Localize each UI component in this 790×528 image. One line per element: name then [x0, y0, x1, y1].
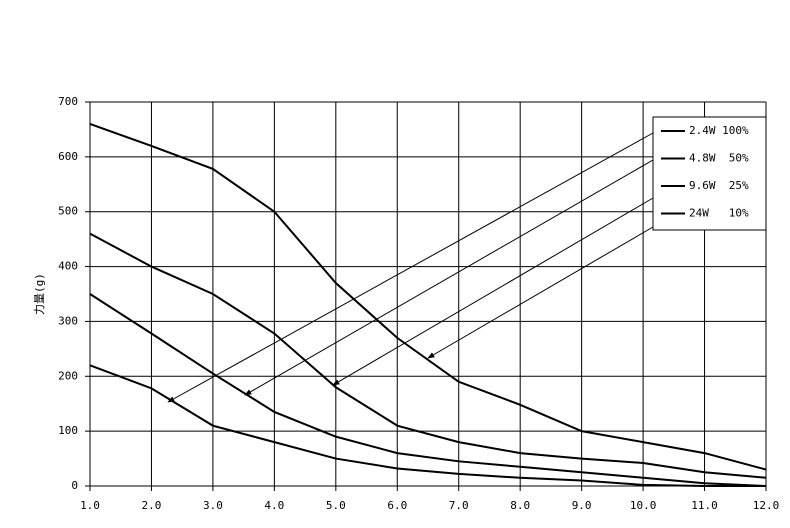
arrow	[332, 197, 654, 386]
legend-label: 2.4W 100%	[689, 124, 749, 137]
x-tick-label: 11.0	[691, 499, 718, 512]
y-tick-label: 500	[58, 205, 78, 218]
y-tick-label: 600	[58, 150, 78, 163]
legend-label: 24W 10%	[689, 207, 749, 220]
x-tick-label: 2.0	[142, 499, 162, 512]
y-tick-label: 300	[58, 314, 78, 327]
x-tick-label: 8.0	[510, 499, 530, 512]
legend-label: 9.6W 25%	[689, 179, 749, 192]
y-tick-label: 0	[71, 479, 78, 492]
x-tick-label: 4.0	[264, 499, 284, 512]
series-line	[89, 293, 767, 487]
x-tick-label: 9.0	[572, 499, 592, 512]
series-line	[89, 123, 767, 471]
x-tick-label: 7.0	[449, 499, 469, 512]
arrow	[167, 132, 654, 403]
y-tick-label: 400	[58, 260, 78, 273]
x-tick-label: 1.0	[80, 499, 100, 512]
x-tick-label: 5.0	[326, 499, 346, 512]
series-line	[89, 364, 766, 487]
legend-box	[652, 116, 767, 231]
arrow	[244, 159, 654, 396]
legend-label: 4.8W 50%	[689, 152, 749, 165]
x-tick-label: 12.0	[753, 499, 780, 512]
x-tick-label: 6.0	[387, 499, 407, 512]
y-tick-label: 100	[58, 424, 78, 437]
x-tick-label: 10.0	[630, 499, 657, 512]
y-tick-label: 200	[58, 369, 78, 382]
legend-arrows	[167, 132, 654, 403]
y-axis-label: 力量(g)	[33, 273, 46, 315]
x-tick-label: 3.0	[203, 499, 223, 512]
y-tick-label: 700	[58, 95, 78, 108]
arrow	[427, 226, 654, 359]
series-line	[89, 232, 767, 479]
